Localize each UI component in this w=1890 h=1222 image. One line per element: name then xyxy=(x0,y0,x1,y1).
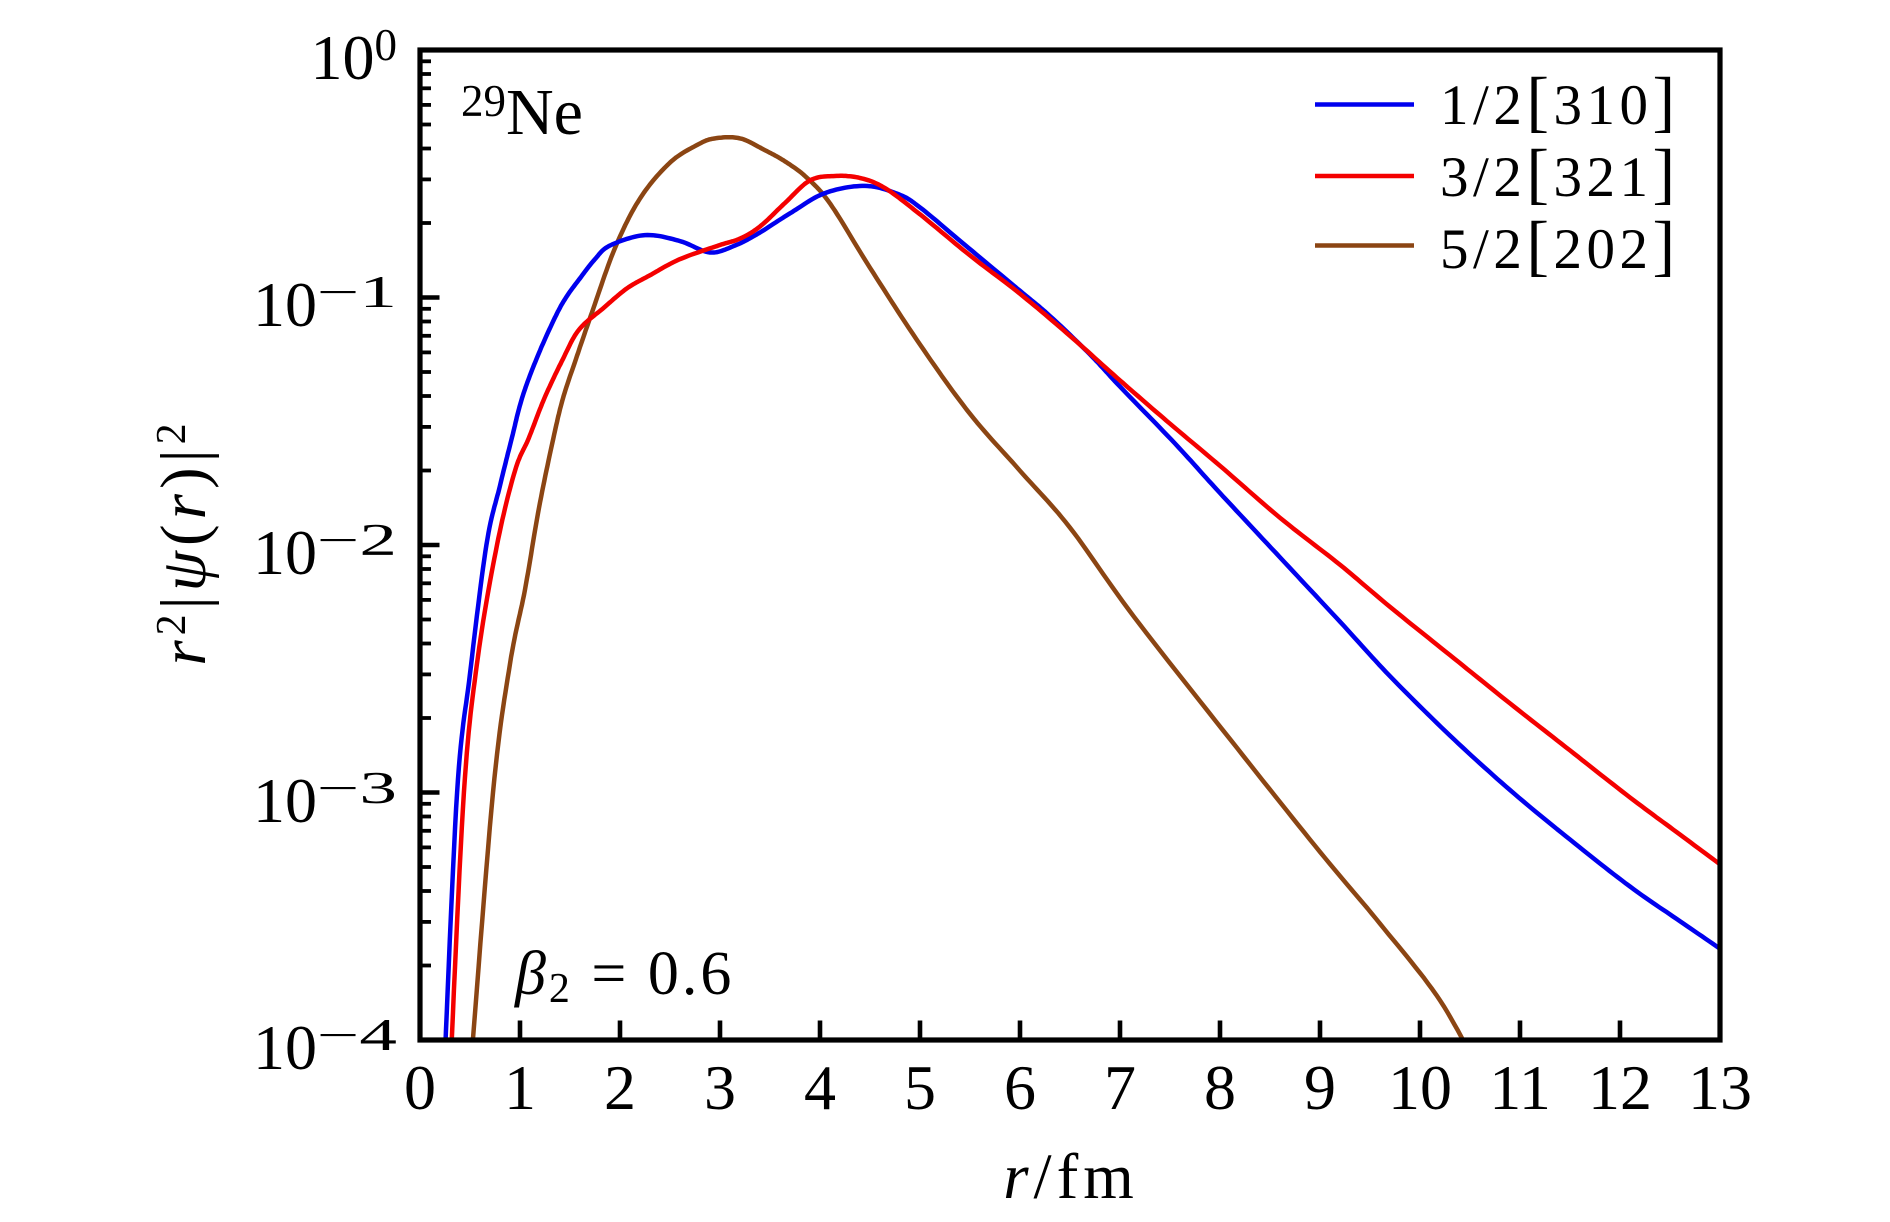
svg-text:1: 1 xyxy=(504,1052,536,1123)
svg-text:6: 6 xyxy=(1004,1052,1036,1123)
svg-text:8: 8 xyxy=(1204,1052,1236,1123)
svg-text:29Ne: 29Ne xyxy=(461,76,583,149)
svg-text:1/2[310]: 1/2[310] xyxy=(1440,63,1680,139)
svg-text:3/2[321]: 3/2[321] xyxy=(1440,135,1680,211)
svg-text:4: 4 xyxy=(804,1052,836,1123)
svg-text:10−1: 10−1 xyxy=(253,267,397,340)
svg-text:r/fm: r/fm xyxy=(1003,1141,1139,1213)
svg-text:3: 3 xyxy=(704,1052,736,1123)
svg-text:β2 = 0.6: β2 = 0.6 xyxy=(514,940,734,1012)
svg-text:5/2[202]: 5/2[202] xyxy=(1440,207,1680,283)
svg-text:0: 0 xyxy=(404,1052,436,1123)
svg-text:2: 2 xyxy=(604,1052,636,1123)
svg-text:11: 11 xyxy=(1489,1052,1551,1123)
svg-text:12: 12 xyxy=(1588,1052,1652,1123)
svg-text:10: 10 xyxy=(1388,1052,1452,1123)
svg-text:9: 9 xyxy=(1304,1052,1336,1123)
svg-text:13: 13 xyxy=(1688,1052,1752,1123)
svg-text:7: 7 xyxy=(1104,1052,1136,1123)
svg-text:5: 5 xyxy=(904,1052,936,1123)
